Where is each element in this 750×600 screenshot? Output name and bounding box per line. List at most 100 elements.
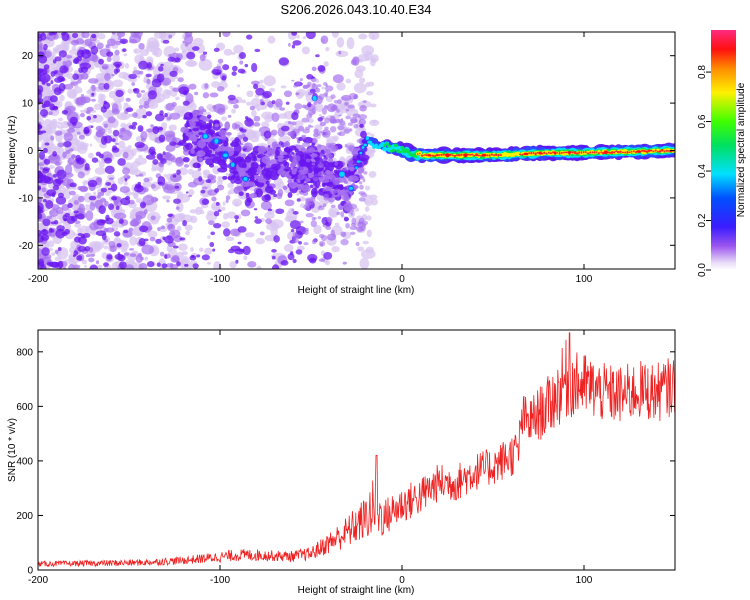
noise-speckle [360,249,376,260]
noise-cluster [172,245,179,249]
ridge-blob [206,114,212,119]
streak-blob [321,107,327,115]
noise-cluster [128,73,138,79]
noise-cluster [38,150,46,160]
noise-cluster [231,71,237,76]
noise-speckle [136,116,141,119]
coherent-band [536,151,539,154]
ridge-blob [198,132,204,136]
noise-cluster [118,261,127,269]
noise-cluster [162,151,166,155]
noise-speckle [193,37,204,46]
streak-blob [311,197,316,202]
noise-blob [54,249,59,254]
noise-speckle [133,192,139,198]
noise-blob [123,174,130,180]
streak-blob [337,132,342,136]
noise-speckle [67,208,72,214]
noise-speckle [256,265,262,269]
noise-cluster [255,87,265,96]
noise-cluster [262,90,273,99]
noise-cluster [164,235,174,244]
noise-blob [128,227,134,232]
noise-blob [320,35,329,44]
streak-blob [330,94,336,99]
noise-blob [73,200,79,205]
coherent-band [451,154,454,156]
noise-cluster [38,261,45,269]
noise-cluster [253,208,258,211]
noise-cluster [157,176,166,186]
coherent-band [356,160,361,163]
noise-speckle [364,200,370,204]
coherent-band [442,153,445,156]
noise-blob [204,83,209,89]
noise-cluster [69,116,78,125]
noise-cluster [275,208,285,215]
streak-blob [347,164,356,170]
noise-speckle [64,259,69,262]
noise-speckle [256,108,260,112]
noise-speckle [206,104,214,111]
noise-speckle [94,167,107,175]
noise-cluster [95,230,107,237]
noise-cluster [110,196,118,201]
noise-cluster [50,228,55,233]
noise-blob [318,258,326,262]
noise-blob [75,80,82,84]
noise-cluster [159,110,164,116]
noise-speckle [153,47,163,58]
noise-speckle [346,37,355,50]
noise-cluster [80,66,88,73]
noise-speckle [124,62,130,69]
coherent-band [457,154,461,157]
colorbar-tick-label: 0.8 [697,65,708,79]
noise-speckle [131,161,141,167]
noise-blob [68,148,74,152]
noise-speckle [353,82,367,94]
spectrogram-y-label: Frequency (Hz) [7,116,18,185]
noise-cluster [39,109,49,117]
coherent-band [420,154,424,157]
streak-blob [330,204,336,208]
streak-blob [358,197,366,202]
coherent-band [619,150,622,153]
noise-speckle [53,146,59,150]
noise-blob [168,34,173,39]
noise-cluster [116,68,120,73]
noise-cluster [260,101,265,106]
ridge-blob [269,170,280,181]
coherent-band [593,151,596,154]
coherent-band [499,154,503,156]
streak-blob [296,164,300,169]
noise-cluster [40,32,47,41]
noise-blob [115,40,121,46]
ridge-blob [190,147,195,154]
noise-blob [170,172,182,183]
noise-cluster [287,253,295,261]
noise-cluster [57,247,62,251]
ridge-blob [274,157,279,160]
noise-speckle [221,206,226,211]
spectral-blobs [38,32,675,269]
streak-blob [345,115,351,120]
noise-speckle [336,36,345,48]
noise-blob [211,196,217,202]
noise-blob [107,38,117,47]
streak-blob [346,159,354,166]
streak-blob [340,118,344,121]
noise-speckle [365,82,370,88]
noise-blob [77,195,85,203]
noise-blob [188,83,197,90]
snr-x-tick-label: -200 [28,575,48,586]
noise-cluster [185,191,189,194]
noise-blob [78,134,85,140]
noise-blob [253,115,261,122]
noise-cluster [54,219,59,225]
ridge-blob [271,141,278,149]
noise-speckle [117,140,126,149]
ridge-blob [245,192,250,197]
noise-cluster [145,154,156,160]
noise-cluster [52,150,57,157]
ridge-blob [282,185,288,190]
